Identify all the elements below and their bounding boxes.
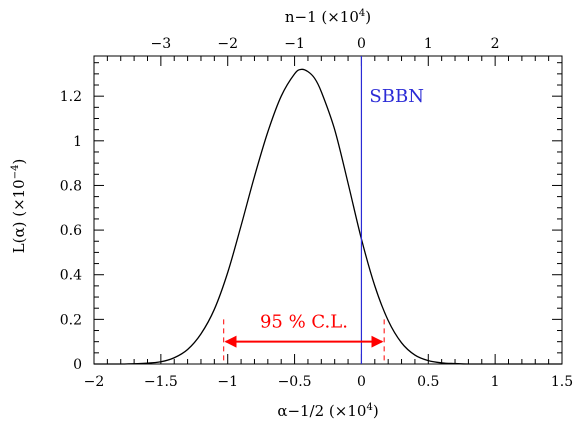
top-tick-label: −1	[284, 36, 305, 52]
y-tick-label: 0.4	[60, 268, 82, 284]
x-tick-label: 0.5	[417, 374, 439, 390]
y-tick-label: 0.8	[60, 178, 82, 194]
y-axis-title: L(α) (×10−4)	[10, 159, 28, 254]
x-tick-label: −1.5	[144, 374, 178, 390]
top-tick-label: 0	[357, 36, 366, 52]
top-tick-label: −3	[151, 36, 172, 52]
x-tick-label: 0	[357, 374, 366, 390]
top-axis-ticks: −3 −2 −1 0 1 2	[93, 36, 563, 66]
likelihood-curve	[94, 68, 563, 365]
x-tick-label: 1.5	[551, 374, 573, 390]
y-tick-label: 1	[73, 134, 82, 150]
top-axis-title: n−1 (×104)	[285, 8, 371, 26]
y-tick-label: 0.6	[60, 223, 82, 239]
x-axis-title: α−1/2 (×104)	[277, 402, 378, 420]
plot-border	[93, 55, 563, 365]
x-tick-label: −0.5	[278, 374, 312, 390]
y-tick-label: 0	[73, 357, 82, 373]
top-tick-label: 2	[491, 36, 500, 52]
sbbn-label: SBBN	[369, 86, 424, 107]
x-tick-label: −2	[84, 374, 105, 390]
x-tick-label: −1	[217, 374, 238, 390]
x-tick-label: 1	[491, 374, 500, 390]
cl-label: 95 % C.L.	[260, 312, 348, 333]
y-tick-label: 1.2	[60, 89, 82, 105]
annotation-layer: SBBN 95 % C.L.	[223, 56, 424, 364]
y-tick-label: 0.2	[60, 312, 82, 328]
top-tick-label: 1	[424, 36, 433, 52]
plot-frame	[93, 55, 563, 365]
x-axis-ticks: −2 −1.5 −1 −0.5 0 0.5 1 1.5	[84, 354, 573, 390]
series-layer	[94, 68, 563, 365]
top-tick-label: −2	[217, 36, 238, 52]
